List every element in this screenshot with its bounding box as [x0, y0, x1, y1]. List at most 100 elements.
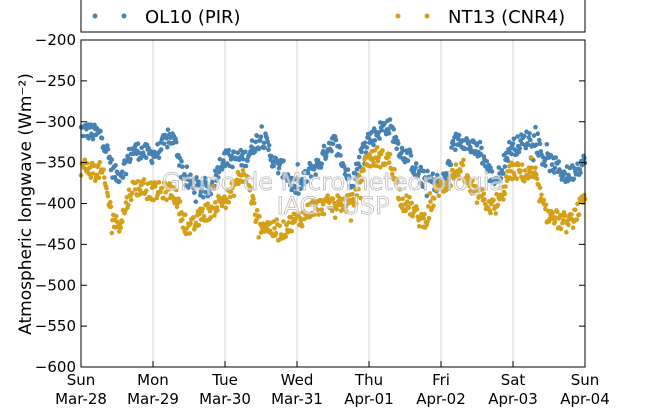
data-point: [474, 143, 480, 148]
data-point: [192, 190, 197, 196]
data-point: [166, 187, 172, 192]
data-point: [187, 231, 193, 236]
data-point: [318, 165, 324, 170]
data-point: [566, 222, 571, 228]
data-point: [308, 174, 314, 179]
data-point: [174, 187, 179, 193]
data-point: [339, 203, 345, 208]
data-point: [407, 195, 412, 200]
data-point: [283, 234, 289, 240]
data-point: [534, 172, 539, 178]
data-point: [408, 153, 414, 158]
data-point: [353, 201, 359, 206]
data-point: [158, 140, 163, 145]
data-point: [81, 165, 87, 170]
data-point: [539, 192, 544, 198]
data-point: [275, 170, 281, 176]
data-point: [156, 180, 162, 185]
data-point: [98, 128, 103, 134]
data-point: [403, 208, 409, 214]
data-point: [400, 196, 406, 201]
data-point: [196, 179, 202, 184]
data-point: [108, 204, 114, 210]
data-point: [389, 171, 395, 177]
data-point: [422, 211, 427, 217]
data-point: [180, 217, 185, 222]
data-point: [344, 209, 349, 214]
data-point: [375, 158, 381, 164]
data-point: [266, 147, 271, 153]
data-point: [229, 153, 235, 159]
data-point: [88, 175, 94, 180]
data-point: [240, 156, 246, 162]
data-point: [400, 148, 406, 153]
data-point: [405, 158, 411, 163]
data-point: [305, 170, 311, 176]
data-point: [105, 193, 111, 199]
data-point: [578, 170, 583, 175]
data-point: [120, 219, 125, 224]
data-point: [582, 155, 587, 161]
data-point: [126, 202, 131, 208]
data-point: [522, 133, 527, 139]
legend-marker-nt13: [395, 13, 401, 19]
data-point: [448, 183, 454, 188]
data-point: [216, 169, 222, 175]
data-point: [179, 159, 184, 164]
data-point: [553, 155, 559, 160]
data-point: [453, 147, 458, 152]
data-point: [219, 167, 225, 172]
data-point: [392, 167, 397, 172]
data-point: [118, 225, 124, 230]
data-point: [489, 169, 495, 174]
y-tick-label: −550: [35, 317, 76, 335]
data-point: [515, 134, 520, 139]
data-point: [502, 191, 508, 197]
data-point: [575, 161, 580, 166]
y-tick-label: −500: [35, 276, 76, 294]
data-point: [537, 137, 542, 143]
data-point: [361, 168, 367, 173]
data-point: [304, 179, 310, 184]
data-point: [97, 160, 103, 165]
data-point: [113, 163, 118, 168]
data-point: [295, 162, 301, 167]
data-point: [90, 136, 96, 142]
data-point: [163, 189, 168, 195]
data-point: [374, 163, 379, 169]
data-point: [337, 195, 343, 201]
data-point: [518, 168, 523, 173]
data-point: [358, 195, 364, 201]
data-point: [319, 207, 325, 212]
data-point: [105, 143, 110, 148]
data-point: [99, 135, 105, 141]
data-point: [480, 187, 485, 192]
legend-marker-ol10-2: [121, 13, 127, 19]
data-point: [256, 235, 262, 240]
data-point: [228, 189, 234, 194]
data-point: [156, 155, 162, 160]
data-point: [184, 164, 190, 169]
data-point: [563, 213, 568, 219]
data-point: [420, 184, 426, 189]
data-point: [285, 172, 291, 177]
data-point: [330, 141, 336, 147]
data-point: [374, 145, 380, 150]
data-point: [372, 138, 378, 143]
x-tick-label-day: Sun: [67, 371, 96, 389]
data-point: [164, 135, 169, 141]
data-point: [569, 212, 574, 217]
data-point: [364, 145, 370, 150]
data-point: [396, 197, 402, 202]
data-point: [231, 149, 237, 155]
data-point: [382, 121, 388, 126]
data-point: [386, 160, 392, 165]
data-point: [426, 215, 432, 221]
y-tick-label: −400: [35, 195, 76, 213]
data-point: [519, 162, 525, 167]
data-point: [254, 208, 260, 213]
data-point: [315, 207, 321, 213]
data-point: [258, 134, 264, 140]
data-point: [126, 187, 132, 193]
data-point: [128, 197, 134, 203]
